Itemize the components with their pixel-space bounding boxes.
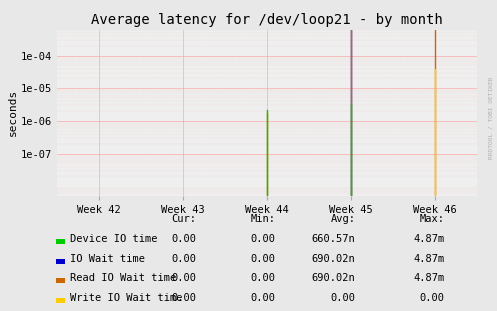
Text: IO Wait time: IO Wait time (70, 253, 145, 263)
Text: Avg:: Avg: (331, 214, 355, 224)
Text: 690.02n: 690.02n (312, 273, 355, 283)
Text: Device IO time: Device IO time (70, 234, 157, 244)
Text: 0.00: 0.00 (420, 293, 445, 303)
Text: 0.00: 0.00 (171, 273, 196, 283)
Title: Average latency for /dev/loop21 - by month: Average latency for /dev/loop21 - by mon… (91, 13, 443, 27)
Text: 0.00: 0.00 (251, 234, 276, 244)
Text: 0.00: 0.00 (331, 293, 355, 303)
Text: 0.00: 0.00 (251, 273, 276, 283)
Text: Write IO Wait time: Write IO Wait time (70, 293, 182, 303)
Text: 4.87m: 4.87m (414, 234, 445, 244)
Text: 0.00: 0.00 (251, 293, 276, 303)
Text: 690.02n: 690.02n (312, 253, 355, 263)
Text: Min:: Min: (251, 214, 276, 224)
Text: 4.87m: 4.87m (414, 253, 445, 263)
Text: Cur:: Cur: (171, 214, 196, 224)
Text: RRDTOOL / TOBI OETIKER: RRDTOOL / TOBI OETIKER (489, 77, 494, 160)
Text: Max:: Max: (420, 214, 445, 224)
Y-axis label: seconds: seconds (8, 89, 18, 136)
Text: 0.00: 0.00 (171, 253, 196, 263)
Text: Read IO Wait time: Read IO Wait time (70, 273, 176, 283)
Text: 0.00: 0.00 (171, 293, 196, 303)
Text: 0.00: 0.00 (251, 253, 276, 263)
Text: 0.00: 0.00 (171, 234, 196, 244)
Text: 4.87m: 4.87m (414, 273, 445, 283)
Text: 660.57n: 660.57n (312, 234, 355, 244)
